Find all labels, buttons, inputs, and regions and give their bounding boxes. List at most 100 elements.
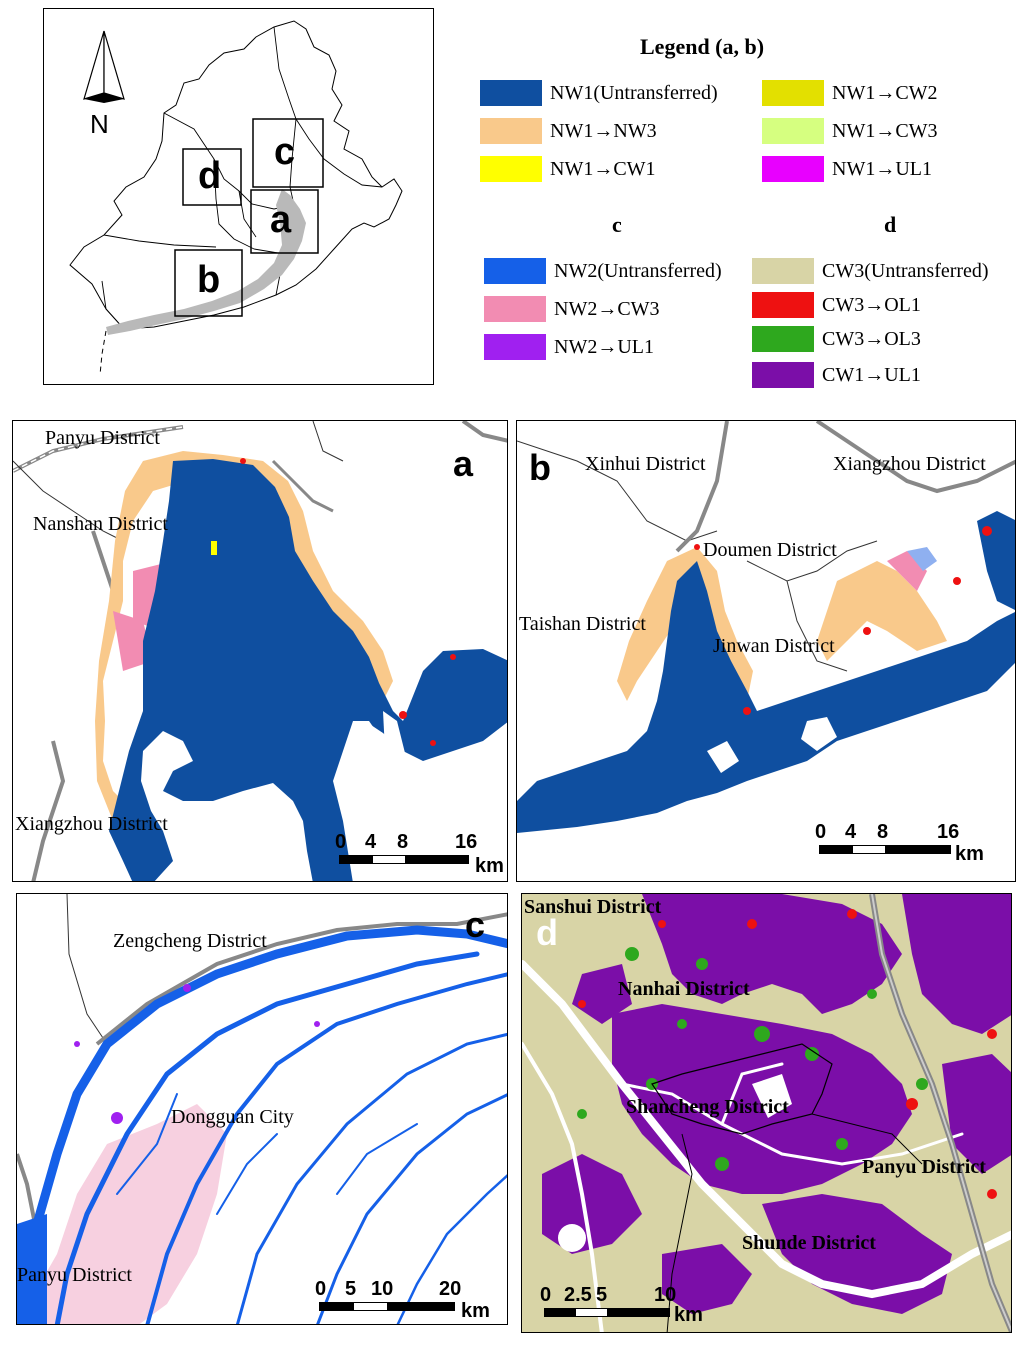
legend-item: NW1→CW3 (762, 118, 938, 144)
scale-tick: 4 (365, 831, 377, 853)
legend-label: NW2(Untransferred) (554, 259, 722, 282)
scale-tick: 0 (335, 831, 347, 853)
district-label: Zengcheng District (113, 930, 267, 952)
legend-label: CW3→OL3 (822, 327, 921, 350)
legend-label: NW1→CW2 (832, 81, 938, 104)
panel-c-letter: c (465, 904, 486, 945)
scale-tick: 10 (654, 1284, 677, 1306)
legend-swatch (762, 118, 824, 144)
district-label: Doumen District (703, 539, 837, 561)
legend-label: NW1→CW1 (550, 157, 656, 180)
legend-swatch (752, 292, 814, 318)
district-label: Shancheng District (626, 1096, 789, 1118)
legend-label: NW1(Untransferred) (550, 81, 718, 104)
panel-d-letter: d (536, 912, 558, 953)
legend-item: CW3→OL1 (752, 292, 921, 318)
legend-item: NW1(Untransferred) (480, 80, 718, 106)
panel-b: b Xinhui District Xiangzhou District Dou… (516, 420, 1016, 882)
scale-tick: 0 (315, 1278, 327, 1300)
region-boundary (69, 20, 403, 330)
north-arrow-icon (83, 30, 125, 103)
legend-d-header: d (884, 212, 897, 237)
scale-unit: km (475, 855, 504, 877)
scale-tick: 0 (540, 1284, 552, 1306)
box-a-label: a (270, 199, 292, 241)
scale-tick: 10 (371, 1278, 394, 1300)
panel-c: c Zengcheng District Dongguan City Panyu… (16, 893, 508, 1325)
scale-unit: km (674, 1304, 703, 1326)
scale-bar: 0 5 10 20 km (315, 1278, 505, 1324)
district-label: Jinwan District (713, 635, 835, 657)
district-label: Panyu District (45, 427, 160, 449)
scale-unit: km (461, 1300, 490, 1322)
legend-item: NW1→NW3 (480, 118, 657, 144)
panel-d: d Sanshui District Nanhai District Shanc… (521, 893, 1012, 1333)
legend-label: NW1→NW3 (550, 119, 657, 142)
scale-tick: 2.5 (564, 1284, 592, 1306)
legend-item: CW3(Untransferred) (752, 258, 989, 284)
district-label: Nanshan District (33, 513, 168, 535)
box-b-label: b (197, 259, 221, 301)
district-label: Xinhui District (585, 453, 706, 475)
legend-item: NW1→CW2 (762, 80, 938, 106)
box-d (182, 148, 242, 206)
box-c-label: c (274, 131, 296, 173)
north-label: N (90, 109, 109, 139)
legend-swatch (762, 156, 824, 182)
legend-swatch (752, 326, 814, 352)
district-label: Dongguan City (171, 1106, 294, 1128)
scale-bar: 0 4 8 16 km (815, 821, 995, 871)
district-label: Xiangzhou District (15, 813, 168, 835)
legend-swatch (480, 156, 542, 182)
legend: Legend (a, b) NW1(Untransferred) NW1→NW3… (440, 0, 1024, 400)
legend-item: NW2(Untransferred) (484, 258, 722, 284)
scale-tick: 16 (937, 821, 960, 843)
legend-swatch (752, 258, 814, 284)
scale-tick: 5 (596, 1284, 608, 1306)
district-label: Sanshui District (524, 896, 662, 918)
scale-unit: km (955, 843, 984, 865)
legend-item: NW2→CW3 (484, 296, 660, 322)
scale-bar: 0 4 8 16 km (335, 831, 505, 881)
scale-bar: 0 2.5 5 10 km (540, 1284, 740, 1330)
water-body (109, 459, 507, 881)
box-d-label: d (198, 155, 222, 197)
legend-item: NW1→CW1 (480, 156, 656, 182)
water-body (17, 1214, 47, 1324)
legend-swatch (484, 334, 546, 360)
district-label: Shunde District (742, 1232, 876, 1254)
district-label: Xiangzhou District (833, 453, 986, 475)
legend-swatch (762, 80, 824, 106)
district-label: Taishan District (519, 613, 646, 635)
scale-tick: 8 (877, 821, 889, 843)
legend-title: Legend (a, b) (640, 34, 765, 59)
legend-item: NW1→UL1 (762, 156, 932, 182)
estuary-area (106, 189, 306, 335)
legend-label: NW2→UL1 (554, 335, 654, 358)
panel-a-letter: a (453, 443, 474, 484)
legend-swatch (752, 362, 814, 388)
legend-item: CW1→UL1 (752, 362, 921, 388)
scale-tick: 20 (439, 1278, 462, 1300)
legend-label: CW3→OL1 (822, 293, 921, 316)
panel-b-letter: b (529, 447, 551, 488)
legend-label: NW2→CW3 (554, 297, 660, 320)
district-label: Panyu District (17, 1264, 132, 1286)
scale-tick: 8 (397, 831, 409, 853)
water-body (517, 561, 1015, 833)
box-a (250, 189, 319, 254)
legend-item: CW3→OL3 (752, 326, 921, 352)
box-b (174, 249, 243, 317)
legend-label: NW1→UL1 (832, 157, 932, 180)
panel-a: a Panyu District Nanshan District Xiangz… (12, 420, 508, 882)
panel-c-map (17, 894, 507, 1324)
scale-tick: 0 (815, 821, 827, 843)
dashed-boundary (99, 330, 107, 376)
district-label: Nanhai District (618, 978, 750, 1000)
scale-tick: 5 (345, 1278, 357, 1300)
overview-map: N c d a b (43, 8, 434, 385)
overview-map-svg (69, 20, 403, 376)
legend-swatch (484, 258, 546, 284)
legend-label: CW3(Untransferred) (822, 259, 989, 282)
legend-item: NW2→UL1 (484, 334, 654, 360)
